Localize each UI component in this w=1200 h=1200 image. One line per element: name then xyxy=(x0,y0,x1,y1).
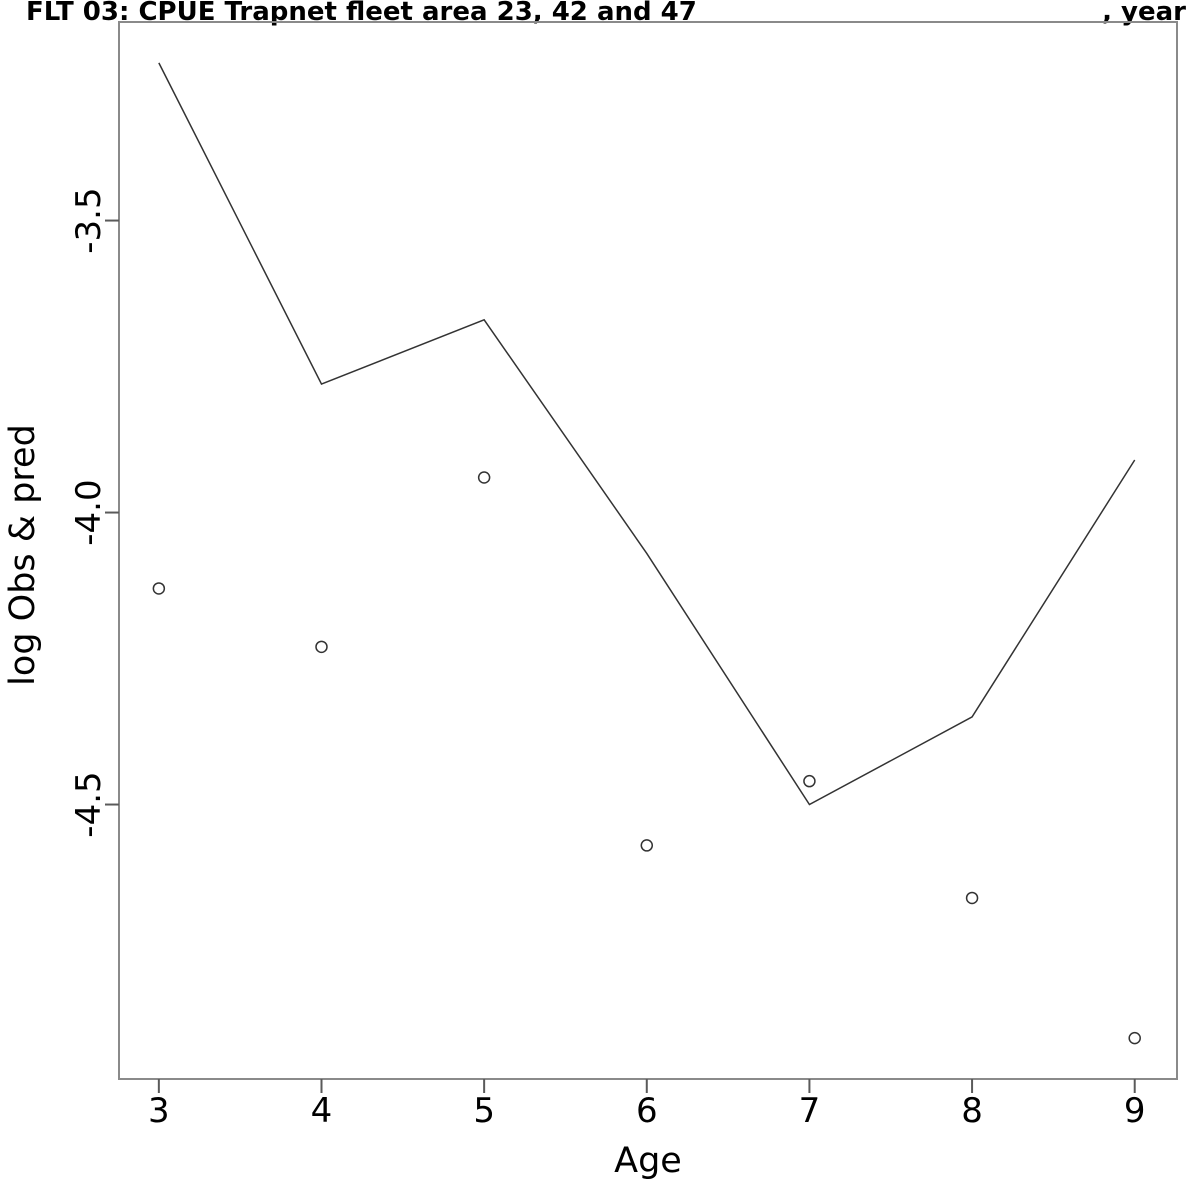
x-axis-tick-label: 7 xyxy=(799,1091,821,1131)
data-point-observed xyxy=(1128,1031,1141,1045)
data-point-observed xyxy=(965,891,979,905)
plot-frame xyxy=(118,21,1178,1080)
plot-marks: 3 4 5 6 7 8 9 -3.5 -4.0 -4.5 xyxy=(69,21,1178,1131)
data-point-observed xyxy=(803,774,816,788)
x-axis-tick-label: 8 xyxy=(961,1091,983,1131)
x-axis-tick-label: 4 xyxy=(311,1091,333,1131)
x-axis-tick-label: 3 xyxy=(148,1091,170,1131)
y-axis-tick-label: -3.5 xyxy=(69,187,109,253)
x-axis-tick-label: 9 xyxy=(1124,1091,1146,1131)
y-axis-label: log Obs & pred xyxy=(3,424,43,686)
x-axis-tick-label: 5 xyxy=(473,1091,495,1131)
data-point-observed xyxy=(315,640,328,654)
x-axis-label: Age xyxy=(614,1141,682,1181)
y-axis-tick-label: -4.0 xyxy=(69,479,109,545)
data-point-observed xyxy=(477,471,491,484)
y-axis-tick-label: -4.5 xyxy=(69,771,109,837)
data-point-observed xyxy=(640,839,654,852)
x-axis-tick-label: 6 xyxy=(636,1091,658,1131)
data-point-observed xyxy=(152,582,166,595)
series-line-predicted xyxy=(158,62,1136,806)
